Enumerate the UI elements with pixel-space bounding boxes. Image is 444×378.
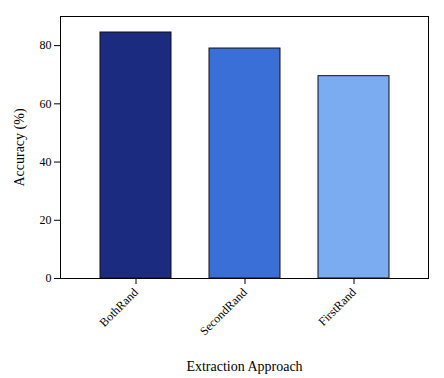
svg-text:FirstRand: FirstRand bbox=[315, 285, 358, 328]
svg-text:BothRand: BothRand bbox=[97, 285, 141, 329]
svg-text:40: 40 bbox=[40, 155, 52, 169]
svg-text:0: 0 bbox=[46, 271, 52, 285]
svg-text:SecondRand: SecondRand bbox=[197, 285, 250, 338]
svg-text:20: 20 bbox=[40, 213, 52, 227]
svg-text:Extraction Approach: Extraction Approach bbox=[186, 359, 302, 374]
svg-text:Accuracy (%): Accuracy (%) bbox=[12, 108, 28, 186]
svg-text:80: 80 bbox=[40, 38, 52, 52]
svg-text:60: 60 bbox=[40, 97, 52, 111]
